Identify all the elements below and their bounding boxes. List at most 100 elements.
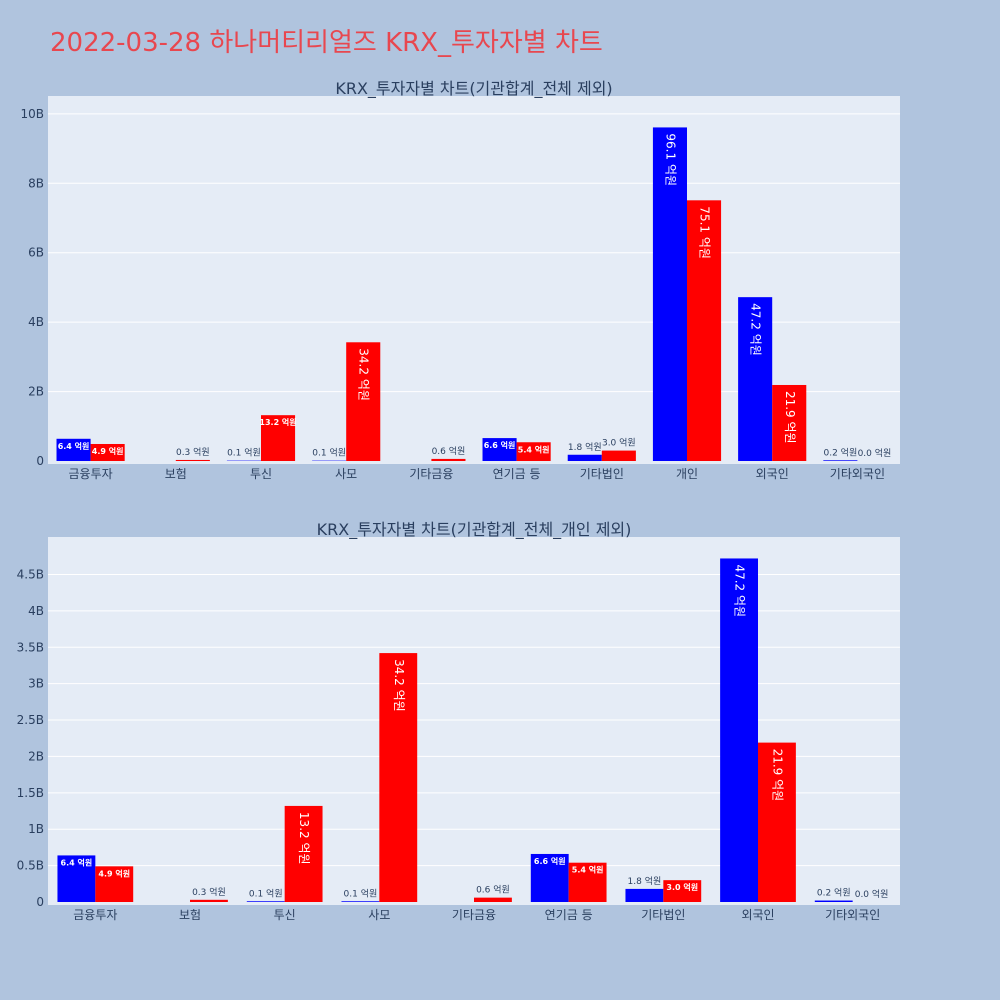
y-tick-label: 10B [20, 107, 44, 121]
data-label: 5.4 억원 [518, 444, 550, 454]
x-tick-label: 기타법인 [641, 908, 685, 922]
bar-sell [95, 866, 134, 902]
bar-sell [601, 450, 636, 461]
data-label: 6.6 억원 [534, 856, 566, 866]
data-label: 0.3 억원 [176, 446, 210, 458]
y-tick-label: 3.5B [17, 640, 44, 654]
bar-buy [482, 438, 517, 461]
data-label: 3.0 억원 [666, 882, 698, 892]
x-tick-label: 사모 [368, 908, 390, 922]
bar-sell [261, 415, 296, 461]
x-tick-label: 개인 [676, 467, 698, 481]
y-tick-label: 2B [28, 749, 44, 763]
bar-sell [758, 742, 796, 902]
x-tick-label: 금융투자 [73, 908, 117, 922]
y-tick-label: 2.5B [17, 713, 44, 727]
x-tick-label: 기타법인 [580, 467, 624, 481]
data-label: 0.0 억원 [858, 447, 892, 459]
data-label: 0.3 억원 [192, 886, 226, 898]
data-label: 6.6 억원 [484, 440, 516, 450]
chart-title: KRX_투자자별 차트(기관합계_전체 제외) [335, 79, 612, 99]
x-tick-label: 기타외국인 [830, 467, 885, 481]
chart-2: KRX_투자자별 차트(기관합계_전체_개인 제외) 0 0.5B 1B 1.5B 2B 2… [17, 520, 900, 922]
y-tick-label: 0 [36, 895, 44, 909]
x-tick-label: 투신 [250, 467, 272, 481]
data-label: 0.0 억원 [855, 888, 889, 900]
bar-sell [431, 458, 466, 461]
data-label: 0.1 억원 [227, 447, 261, 459]
x-tick-label: 사모 [335, 467, 357, 481]
data-label: 0.1 억원 [249, 887, 283, 899]
data-label: 21.9 억원 [783, 391, 797, 444]
data-label: 1.8 억원 [628, 875, 662, 887]
data-label: 0.2 억원 [817, 887, 851, 899]
y-tick-label: 2B [28, 385, 44, 399]
data-label: 0.6 억원 [432, 445, 466, 457]
bar-sell [90, 443, 125, 461]
bar-sell [175, 459, 210, 461]
data-label: 4.9 억원 [92, 446, 124, 456]
bar-sell [772, 384, 807, 461]
bar-buy [530, 853, 569, 902]
data-label: 21.9 억원 [770, 749, 784, 802]
chart-1: KRX_투자자별 차트(기관합계_전체 제외) 0 2B 4B 6B 8B 10B 6.4 억… [20, 79, 900, 481]
x-tick-label: 기타금융 [409, 467, 453, 481]
data-label: 0.1 억원 [312, 447, 346, 459]
y-tick-label: 1.5B [17, 786, 44, 800]
y-tick-label: 0.5B [17, 859, 44, 873]
x-tick-label: 외국인 [741, 908, 774, 922]
y-tick-label: 4.5B [17, 567, 44, 581]
bar-sell [379, 653, 418, 902]
data-label: 0.6 억원 [476, 884, 510, 896]
data-label: 47.2 억원 [749, 303, 763, 356]
bar-sell [516, 442, 551, 461]
bar-buy [246, 901, 285, 902]
bar-buy [567, 454, 602, 461]
data-label: 4.9 억원 [98, 868, 130, 878]
page-title: 2022-03-28 하나머티리얼즈 KRX_투자자별 차트 [50, 28, 603, 58]
data-label: 6.4 억원 [61, 857, 93, 867]
data-label: 34.2 억원 [357, 348, 371, 401]
y-tick-label: 0 [36, 454, 44, 468]
bar-sell [687, 200, 722, 461]
bar-sell [190, 899, 228, 902]
x-tick-label: 연기금 등 [545, 908, 593, 922]
bar-buy [56, 438, 91, 461]
x-tick-label: 연기금 등 [493, 467, 541, 481]
y-tick-label: 6B [28, 246, 44, 260]
bar-buy [823, 460, 858, 461]
y-tick-label: 1B [28, 822, 44, 836]
data-label: 3.0 억원 [602, 437, 636, 449]
data-label: 13.2 억원 [297, 812, 311, 865]
data-label: 34.2 억원 [392, 659, 406, 712]
data-label: 1.8 억원 [568, 441, 602, 453]
bar-sell [346, 342, 381, 461]
y-tick-label: 3B [28, 677, 44, 691]
x-tick-label: 금융투자 [69, 467, 113, 481]
data-label: 6.4 억원 [58, 441, 90, 451]
bar-sell [663, 880, 702, 902]
data-label: 5.4 억원 [572, 865, 604, 875]
bar-buy [341, 901, 380, 902]
x-tick-label: 보험 [165, 467, 187, 481]
bar-buy [738, 297, 773, 461]
x-tick-label: 기타금융 [452, 908, 496, 922]
x-tick-label: 기타외국인 [825, 908, 880, 922]
bar-buy [57, 855, 96, 902]
chart-title: KRX_투자자별 차트(기관합계_전체_개인 제외) [317, 520, 632, 540]
data-label: 0.2 억원 [823, 446, 857, 458]
bar-sell [474, 897, 512, 902]
bar-buy [814, 900, 853, 902]
data-label: 96.1 억원 [663, 133, 677, 186]
data-label: 75.1 억원 [698, 206, 712, 259]
bar-sell [568, 862, 607, 902]
x-tick-label: 투신 [274, 908, 296, 922]
bar-buy [720, 558, 758, 902]
data-label: 13.2 억원 [259, 417, 296, 427]
y-tick-label: 4B [28, 315, 44, 329]
data-label: 0.1 억원 [344, 887, 378, 899]
x-tick-label: 외국인 [756, 467, 789, 481]
bar-buy [625, 888, 664, 902]
x-tick-label: 보험 [179, 908, 201, 922]
